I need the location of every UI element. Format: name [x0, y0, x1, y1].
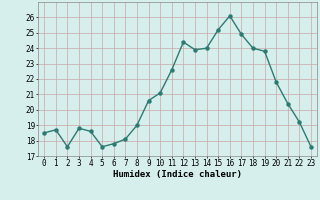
- X-axis label: Humidex (Indice chaleur): Humidex (Indice chaleur): [113, 170, 242, 179]
